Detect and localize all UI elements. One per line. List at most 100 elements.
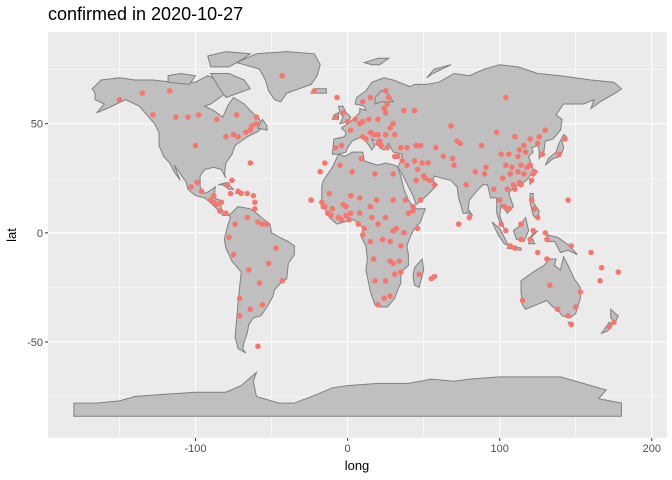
land-north-america (91, 75, 263, 216)
data-point (454, 138, 460, 144)
data-point (247, 127, 254, 133)
data-point (431, 182, 438, 188)
data-point (420, 173, 427, 179)
data-point (512, 186, 518, 192)
y-axis-title: lat (4, 228, 19, 242)
data-point (381, 295, 387, 302)
data-point (347, 210, 354, 216)
land-sumatra (491, 221, 510, 248)
data-point (259, 221, 266, 227)
data-point (509, 164, 515, 171)
data-point (150, 112, 156, 118)
data-point (253, 120, 260, 127)
data-point (367, 94, 374, 101)
data-point (252, 199, 258, 206)
land-baffin (209, 73, 252, 99)
data-point (536, 134, 542, 140)
data-point (392, 271, 398, 278)
data-point (390, 120, 397, 127)
data-point (230, 131, 237, 138)
data-point (232, 221, 238, 227)
data-point (382, 131, 389, 138)
data-point (373, 197, 380, 203)
data-point (413, 177, 419, 184)
data-point (343, 212, 349, 219)
data-point (259, 302, 266, 308)
data-point (519, 297, 526, 304)
data-point (360, 232, 366, 238)
map-title: confirmed in 2020-10-27 (48, 4, 244, 24)
data-point (521, 142, 527, 149)
data-point (417, 197, 424, 203)
data-point (372, 171, 378, 177)
data-point (568, 321, 574, 328)
data-point (246, 267, 252, 273)
data-point (518, 162, 524, 168)
data-point (504, 186, 511, 192)
data-point (455, 221, 462, 227)
data-point (398, 144, 404, 151)
data-point (355, 221, 362, 227)
data-point (242, 129, 249, 136)
data-point (527, 236, 533, 243)
data-point (611, 319, 617, 326)
data-point (382, 214, 389, 221)
data-point (565, 197, 571, 203)
data-point (349, 168, 356, 175)
land-nz-north (610, 308, 619, 324)
data-point (615, 269, 622, 275)
x-tick-label: 100 (491, 443, 509, 455)
data-point (375, 302, 381, 308)
data-point (194, 179, 200, 186)
data-point (521, 171, 527, 177)
data-point (367, 203, 374, 210)
data-point (188, 184, 194, 190)
data-point (247, 160, 254, 166)
data-point (375, 140, 381, 147)
data-point (229, 177, 235, 184)
data-point (256, 280, 263, 286)
data-point (340, 110, 346, 116)
data-point (384, 144, 391, 151)
data-point (503, 94, 509, 101)
land-newfoundland (257, 118, 268, 131)
data-point (490, 186, 497, 192)
data-point (338, 142, 345, 149)
data-point (417, 142, 424, 149)
data-point (530, 227, 536, 234)
data-point (466, 214, 473, 221)
data-point (448, 123, 454, 129)
data-point (367, 238, 374, 245)
data-point (426, 177, 433, 184)
data-point (358, 155, 365, 162)
land-new-guinea (546, 234, 578, 256)
data-point (279, 278, 286, 284)
data-point (382, 278, 389, 284)
data-point (375, 131, 381, 138)
data-point (346, 216, 352, 223)
data-point (404, 144, 410, 151)
data-point (416, 271, 422, 278)
data-point (244, 214, 250, 221)
data-point (381, 105, 387, 112)
land-masses (73, 51, 623, 417)
data-point (565, 313, 571, 319)
data-point (410, 208, 416, 214)
data-point (515, 153, 521, 160)
data-point (185, 114, 191, 120)
data-point (493, 129, 500, 136)
data-point (516, 147, 523, 153)
data-point (319, 199, 325, 206)
data-point (387, 293, 394, 299)
data-point (512, 134, 518, 140)
data-point (375, 116, 381, 123)
data-point (425, 160, 432, 166)
data-point (433, 144, 439, 151)
data-point (531, 206, 538, 212)
data-point (195, 112, 202, 118)
data-point (360, 118, 366, 125)
x-axis-title: long (345, 458, 370, 473)
data-point (499, 175, 506, 181)
data-point (244, 190, 250, 197)
data-point (308, 197, 314, 203)
